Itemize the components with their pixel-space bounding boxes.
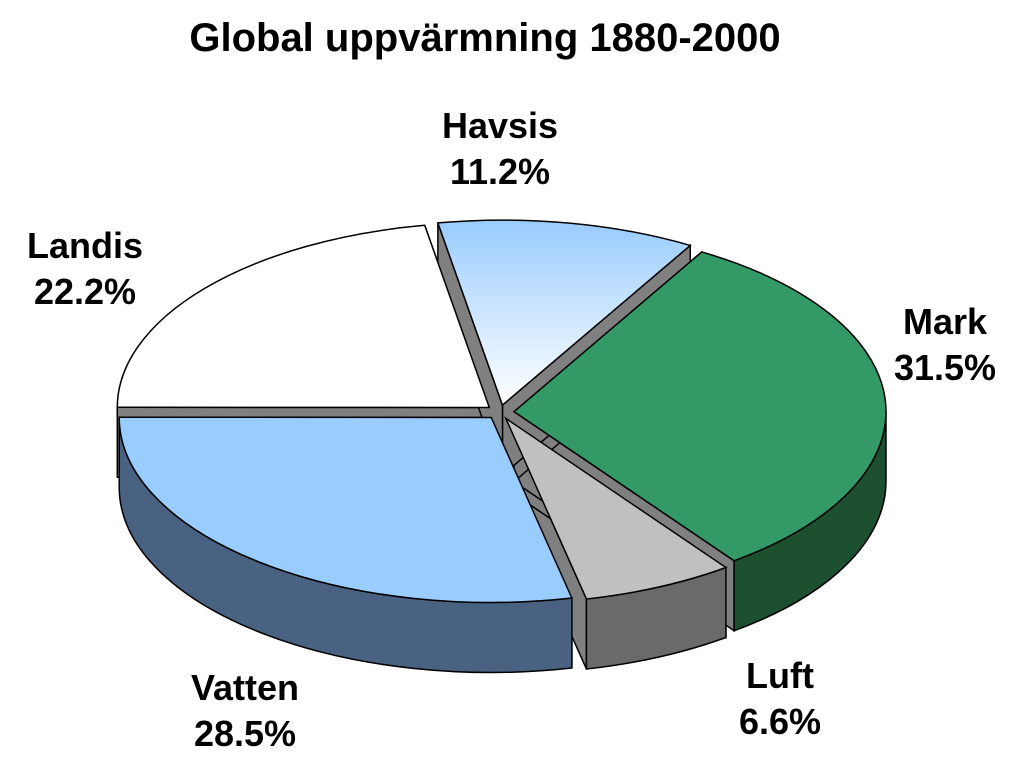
pie-labels: Havsis 11.2% Mark 31.5% Luft 6.6% Vatten 28.5% L… — [27, 105, 996, 754]
pie-slice-havsis — [436, 219, 692, 407]
chart-title: Global uppvärmning 1880-2000 — [189, 16, 781, 60]
pie-label-mark: Mark — [903, 301, 988, 342]
pie-slice-luft — [504, 416, 728, 600]
pie-label-luft: Luft — [746, 655, 814, 696]
pie-label-havsis: Havsis — [442, 105, 558, 146]
pie-value-luft: 6.6% — [739, 701, 821, 742]
pie-slice-vatten — [118, 416, 573, 604]
pie-value-vatten: 28.5% — [194, 713, 296, 754]
pie-label-vatten: Vatten — [191, 667, 299, 708]
pie-slice-landis — [116, 224, 491, 409]
pie-value-mark: 31.5% — [894, 347, 996, 388]
pie-slice-mark — [512, 251, 887, 562]
pie-value-landis: 22.2% — [34, 271, 136, 312]
pie-label-landis: Landis — [27, 225, 143, 266]
pie-value-havsis: 11.2% — [450, 151, 550, 192]
pie-tops — [116, 219, 887, 604]
